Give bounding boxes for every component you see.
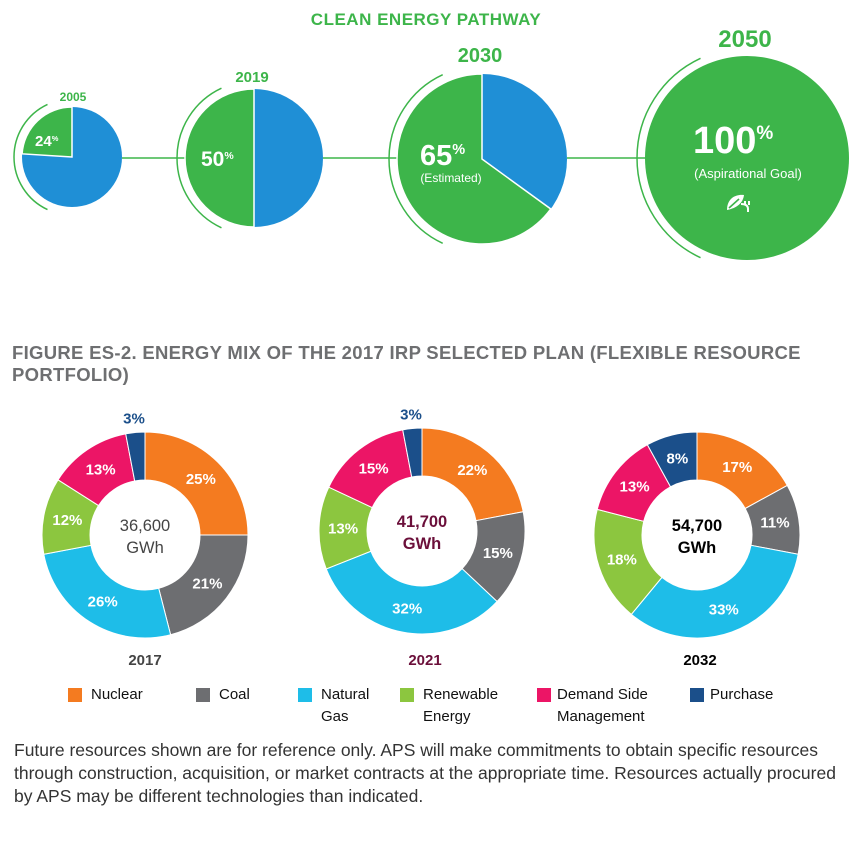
slice-label-2017-demand-side-management: 13% (86, 462, 116, 479)
donut-total-2021: 41,700 (397, 513, 447, 531)
donut-unit-2021: GWh (403, 535, 442, 553)
slice-label-2032-renewable-energy: 18% (607, 551, 637, 568)
legend-item-natural-gas: Natural Gas (298, 686, 385, 728)
donut-unit-2017: GWh (126, 539, 164, 557)
legend-swatch-coal (196, 688, 210, 702)
donut-2032: 17% 11% 33% 18% 13% 8% 54,700 GWh (593, 431, 801, 639)
pathway-arc-2030 (388, 74, 444, 244)
slice-2032-natural-gas (630, 544, 799, 639)
milestone-percent-2030: 65% (420, 140, 466, 172)
slice-2017-coal (158, 534, 249, 636)
pathway-arc-2019 (176, 87, 222, 229)
pathway-arc-2005 (13, 103, 48, 211)
legend-item-purchase: Purchase (690, 686, 773, 706)
milestone-year-2005: 2005 (59, 90, 87, 104)
legend-item-nuclear: Nuclear (68, 686, 143, 706)
slice-label-2032-purchase: 8% (667, 450, 689, 467)
milestone-percent-2019: 50% (201, 148, 234, 171)
footnote: Future resources shown are for reference… (14, 740, 836, 806)
slice-label-2021-renewable-energy: 13% (328, 521, 358, 538)
donut-2021: 22% 15% 32% 13% 15% 3% 41,700 GWh (318, 407, 526, 635)
milestone-percent-2005: 24% (35, 133, 59, 150)
slice-label-2017-nuclear: 25% (186, 471, 216, 488)
milestone-note-2030: (Estimated) (420, 171, 482, 185)
legend-label-natural-gas: Natural Gas (321, 686, 370, 725)
legend-swatch-renewable (400, 688, 414, 702)
slice-label-2032-coal: 11% (760, 515, 789, 532)
slice-label-2021-natural-gas: 32% (392, 601, 422, 618)
legend-label-nuclear: Nuclear (91, 686, 143, 703)
legend-swatch-purchase (690, 688, 704, 702)
milestone-year-2019: 2019 (235, 69, 269, 86)
milestone-year-2050: 2050 (718, 26, 772, 53)
legend-item-coal: Coal (196, 686, 250, 706)
slice-2017-purchase (125, 431, 146, 482)
slice-2017-nuclear (144, 431, 249, 536)
legend-swatch-nuclear (68, 688, 82, 702)
pathway-arc-2050 (636, 57, 701, 259)
milestone-percent-2050: 100% (693, 120, 774, 162)
slice-2017-natural-gas (43, 544, 172, 639)
slice-2021-natural-gas (325, 550, 498, 635)
slice-label-2021-coal: 15% (483, 545, 513, 562)
donut-total-2032: 54,700 (672, 517, 722, 535)
pathway-clean-sector-2019 (184, 88, 255, 228)
donut-year-2017: 2017 (128, 652, 162, 669)
legend-swatch-natural-gas (298, 688, 312, 702)
slice-label-2021-demand-side-management: 15% (359, 461, 389, 478)
donut-year-2021: 2021 (408, 652, 442, 669)
slice-label-2032-natural-gas: 33% (709, 601, 739, 618)
slice-label-2032-demand-side-management: 13% (620, 479, 650, 496)
slice-label-2017-natural-gas: 26% (88, 594, 118, 611)
slice-label-2017-purchase: 3% (123, 411, 145, 428)
pathway-clean-sector-2005 (21, 106, 73, 158)
pathway-circle-2050 (645, 56, 849, 260)
pathway-circles (13, 56, 849, 260)
slice-2032-purchase (646, 431, 698, 488)
donut-unit-2032: GWh (678, 539, 717, 557)
slice-label-2032-nuclear: 17% (722, 459, 752, 476)
donut-year-2032: 2032 (683, 652, 717, 669)
slice-2021-purchase (402, 427, 423, 478)
legend-label-purchase: Purchase (710, 686, 774, 703)
donut-charts: 25% 21% 26% 12% 13% 3% 36,600 GWh 22% 15% 32% 13% 15… (41, 407, 801, 639)
figure-title: FIGURE ES-2. ENERGY MIX OF THE 2017 IRP … (12, 342, 801, 385)
slice-label-2017-coal: 21% (192, 575, 222, 592)
leaf-plug-icon (727, 194, 750, 212)
pathway-graphic (13, 56, 849, 260)
slice-label-2021-nuclear: 22% (457, 462, 487, 479)
donut-total-2017: 36,600 (120, 517, 170, 535)
legend-label-coal: Coal (219, 686, 250, 703)
pathway-clean-sector-2030 (396, 73, 552, 245)
legend-label-renewable: Renewable Energy (423, 686, 499, 725)
slice-label-2017-renewable-energy: 12% (52, 512, 82, 529)
slice-label-2021-purchase: 3% (400, 407, 422, 424)
legend-item-renewable: Renewable Energy (400, 686, 513, 728)
legend-item-dsm: Demand Side Management (537, 686, 669, 728)
legend-swatch-dsm (537, 688, 551, 702)
donut-2017: 25% 21% 26% 12% 13% 3% 36,600 GWh (41, 411, 249, 639)
legend-label-dsm: Demand Side Management (557, 686, 648, 725)
pathway-title: CLEAN ENERGY PATHWAY (310, 10, 542, 29)
milestone-note-2050: (Aspirational Goal) (694, 166, 802, 181)
milestone-year-2030: 2030 (457, 45, 503, 67)
